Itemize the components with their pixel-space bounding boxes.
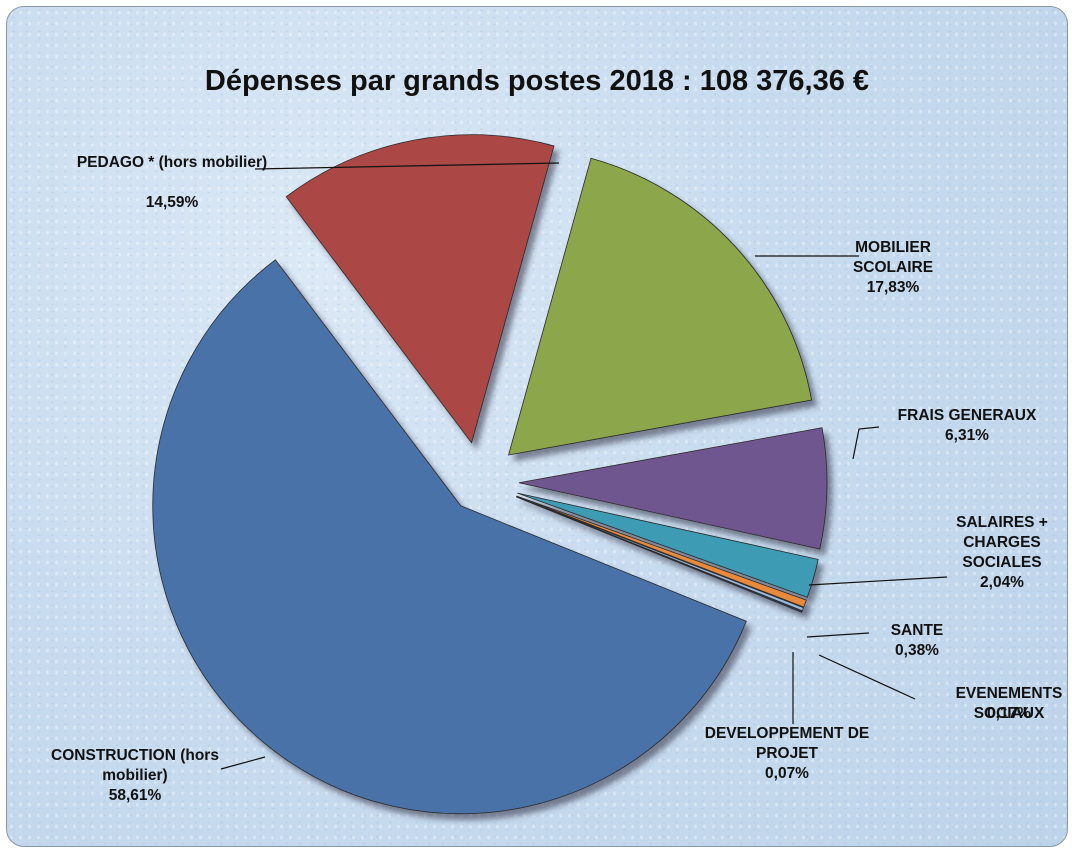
leader-line xyxy=(818,654,916,700)
pie-area xyxy=(152,134,948,815)
slice-value: 14,59% xyxy=(145,194,199,211)
slice-value: 58,61% xyxy=(108,787,162,804)
slice-label: SALAIRES + CHARGES SOCIALES xyxy=(956,514,1048,571)
leader-line xyxy=(220,756,266,770)
slice-label: EVENEMENTS SOCIAUX xyxy=(955,685,1063,722)
pie-slice xyxy=(517,492,819,598)
slices xyxy=(152,134,828,815)
slice-label: FRAIS GENERAUX xyxy=(897,407,1037,424)
slice-label: CONSTRUCTION (hors mobilier) xyxy=(51,747,219,784)
slice-value: 0,17% xyxy=(987,705,1031,722)
slice-value: 2,04% xyxy=(980,574,1024,591)
slice-value: 0,38% xyxy=(895,642,939,659)
pie-slice xyxy=(285,134,555,444)
pie-slice xyxy=(507,157,813,456)
pie-slice xyxy=(515,496,803,613)
slice-value: 17,83% xyxy=(866,279,920,296)
chart: Dépenses par grands postes 2018 : 108 37… xyxy=(6,6,1068,847)
slice-label: DEVELOPPEMENT DE PROJET xyxy=(704,725,870,762)
slice-label: SANTE xyxy=(890,622,944,639)
slice-value: 6,31% xyxy=(945,427,989,444)
pie-slice xyxy=(518,427,828,550)
leader-line xyxy=(806,632,870,638)
chart-title: Dépenses par grands postes 2018 : 108 37… xyxy=(204,65,870,97)
slice-value: 0,07% xyxy=(765,765,809,782)
slice-label: MOBILIER SCOLAIRE xyxy=(852,239,934,276)
slice-label: PEDAGO * (hors mobilier) xyxy=(76,154,268,171)
leader-line xyxy=(254,162,560,170)
pie-slice xyxy=(516,495,807,608)
leader-line xyxy=(852,426,880,460)
leader-line xyxy=(808,576,948,586)
pie-slice xyxy=(152,259,747,815)
